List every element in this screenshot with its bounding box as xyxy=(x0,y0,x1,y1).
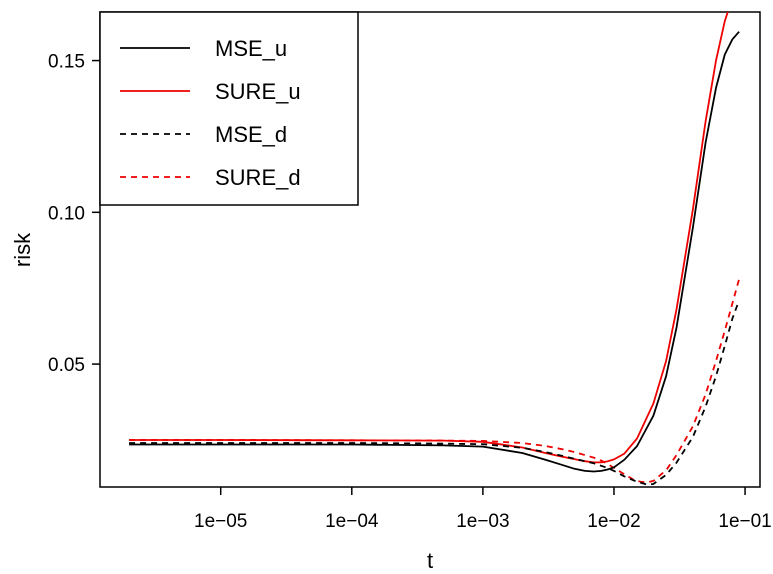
y-axis: 0.05 0.10 0.15 xyxy=(48,52,100,376)
series-line-mse-d xyxy=(129,299,740,486)
y-tick-label: 0.05 xyxy=(48,355,85,376)
legend: MSE_u SURE_u MSE_d SURE_d xyxy=(99,11,359,206)
x-tick-label: 1e−04 xyxy=(325,511,379,532)
y-tick-label: 0.15 xyxy=(48,52,85,73)
y-axis-title: risk xyxy=(10,232,35,267)
x-tick-label: 1e−01 xyxy=(718,511,771,532)
y-tick-label: 0.10 xyxy=(48,203,85,224)
legend-items: MSE_u SURE_u MSE_d SURE_d xyxy=(120,36,301,190)
x-tick-label: 1e−02 xyxy=(587,511,640,532)
legend-label: SURE_d xyxy=(215,165,301,190)
series-layer xyxy=(129,12,740,486)
series-line-sure-d xyxy=(129,278,740,484)
legend-label: MSE_u xyxy=(215,36,287,61)
x-axis: 1e−05 1e−04 1e−03 1e−02 1e−01 xyxy=(194,487,772,532)
x-tick-label: 1e−05 xyxy=(194,511,247,532)
x-tick-label: 1e−03 xyxy=(456,511,509,532)
legend-box xyxy=(99,11,359,206)
series-line-mse-u xyxy=(129,31,740,473)
legend-label: MSE_d xyxy=(215,122,287,147)
plot-frame xyxy=(99,11,761,488)
legend-label: SURE_u xyxy=(215,79,301,104)
x-axis-title: t xyxy=(427,548,433,573)
